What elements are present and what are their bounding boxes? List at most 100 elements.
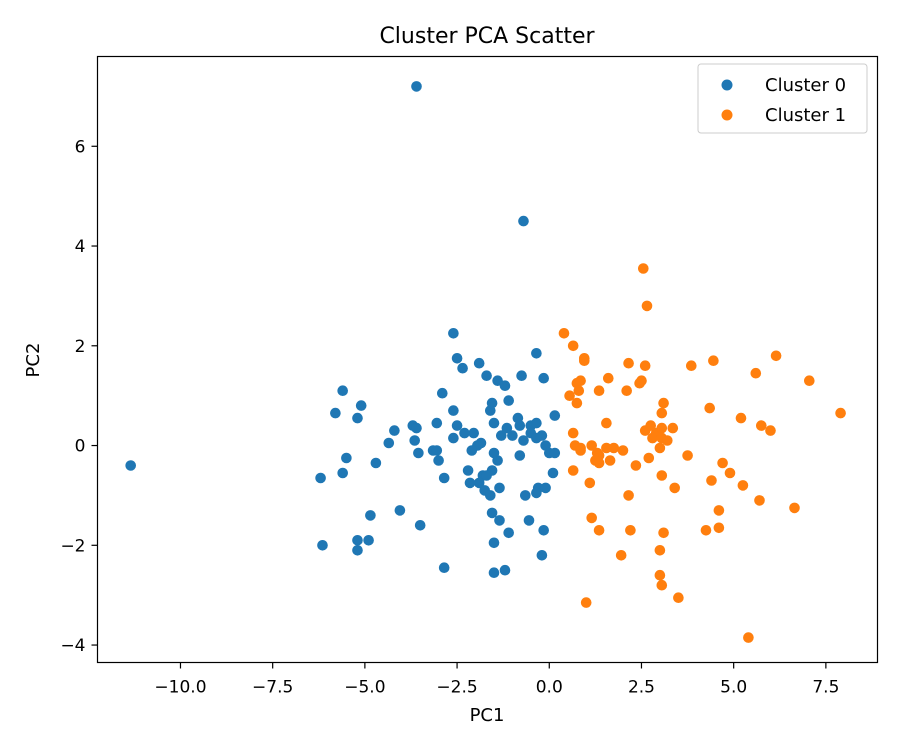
data-point-cluster-1-10	[770, 350, 782, 362]
data-point-cluster-0-79	[352, 545, 363, 556]
data-point-cluster-1-26	[645, 420, 656, 431]
data-point-cluster-1-74	[615, 550, 627, 561]
data-point-cluster-0-15	[337, 385, 349, 397]
data-point-cluster-0-92	[485, 490, 496, 501]
legend-marker-cluster-1	[721, 109, 733, 121]
data-point-cluster-0-83	[486, 507, 498, 519]
data-point-cluster-0-67	[438, 472, 450, 484]
data-point-cluster-0-65	[547, 467, 559, 479]
data-point-cluster-0-74	[370, 457, 382, 469]
data-point-cluster-0-46	[531, 432, 542, 444]
data-point-cluster-1-33	[735, 412, 747, 424]
data-point-cluster-0-55	[462, 465, 474, 476]
data-point-cluster-1-79	[580, 597, 592, 608]
data-point-cluster-1-51	[643, 452, 655, 464]
data-point-cluster-1-19	[621, 385, 632, 397]
data-point-cluster-0-78	[352, 535, 363, 546]
y-axis: −4 −2 0 2 4 6	[60, 137, 98, 656]
data-point-cluster-1-68	[700, 525, 712, 536]
data-point-cluster-1-31	[667, 422, 679, 434]
data-point-cluster-0-41	[518, 435, 529, 446]
data-point-cluster-1-48	[662, 435, 673, 446]
data-point-cluster-0-51	[514, 450, 526, 461]
data-point-cluster-1-11	[750, 367, 762, 379]
data-point-cluster-1-13	[835, 407, 846, 419]
data-point-cluster-0-10	[499, 380, 511, 392]
data-point-cluster-0-5	[451, 353, 463, 364]
data-point-cluster-1-22	[564, 390, 575, 402]
data-point-cluster-0-30	[468, 427, 480, 439]
data-point-cluster-1-32	[704, 402, 715, 414]
data-point-cluster-0-87	[523, 515, 535, 526]
plot-area-frame	[96, 55, 879, 664]
data-point-cluster-0-34	[486, 397, 498, 409]
data-point-cluster-0-1	[411, 81, 422, 92]
data-point-cluster-1-65	[789, 502, 800, 514]
x-tick-label: 2.5	[628, 678, 655, 698]
data-point-cluster-0-64	[540, 482, 551, 494]
data-point-cluster-0-77	[414, 520, 426, 531]
data-point-cluster-0-70	[431, 445, 443, 456]
data-point-cluster-0-57	[473, 477, 485, 489]
data-point-cluster-0-2	[518, 215, 529, 227]
x-tick-label: 7.5	[812, 678, 839, 698]
data-point-cluster-1-53	[593, 457, 605, 469]
x-tick-label: −5.0	[344, 678, 385, 698]
data-point-cluster-0-16	[330, 407, 341, 419]
data-point-cluster-0-43	[531, 417, 542, 429]
data-point-cluster-0-14	[437, 387, 448, 399]
data-point-cluster-0-53	[488, 447, 500, 459]
series-0-points	[125, 81, 561, 578]
legend: Cluster 0 Cluster 1	[697, 63, 868, 134]
data-point-cluster-0-37	[501, 422, 513, 434]
data-point-cluster-0-26	[448, 405, 459, 416]
data-point-cluster-0-40	[514, 420, 526, 431]
data-point-cluster-1-73	[586, 512, 597, 524]
data-point-cluster-1-24	[601, 417, 612, 429]
data-point-cluster-1-35	[765, 425, 776, 436]
data-point-cluster-1-9	[708, 355, 719, 367]
data-point-cluster-1-5	[579, 355, 590, 367]
points-layer	[125, 81, 846, 643]
data-point-cluster-0-84	[494, 515, 505, 526]
data-point-cluster-0-60	[481, 470, 492, 481]
data-point-cluster-1-62	[724, 467, 736, 479]
data-point-cluster-0-22	[383, 437, 395, 449]
data-point-cluster-1-69	[713, 522, 725, 534]
data-point-cluster-1-12	[804, 375, 815, 387]
data-point-cluster-0-8	[481, 370, 492, 382]
data-point-cluster-0-56	[464, 477, 476, 489]
data-point-cluster-1-16	[573, 385, 585, 397]
data-point-cluster-1-39	[575, 445, 586, 456]
data-point-cluster-1-55	[567, 465, 579, 476]
data-point-cluster-0-6	[457, 362, 468, 374]
data-point-cluster-1-30	[658, 397, 669, 409]
data-point-cluster-0-28	[448, 432, 459, 444]
data-point-cluster-0-89	[536, 550, 548, 561]
data-point-cluster-0-50	[549, 410, 561, 421]
data-point-cluster-1-43	[601, 442, 612, 454]
data-point-cluster-0-21	[411, 422, 422, 434]
data-point-cluster-0-82	[438, 562, 450, 573]
data-point-cluster-0-17	[352, 412, 363, 424]
x-tick-label: −2.5	[436, 678, 477, 698]
data-point-cluster-0-38	[507, 430, 518, 441]
data-point-cluster-1-56	[584, 477, 596, 489]
data-point-cluster-1-18	[603, 372, 614, 384]
data-point-cluster-1-49	[654, 442, 666, 454]
data-point-cluster-0-13	[503, 395, 514, 406]
data-point-cluster-0-93	[466, 445, 478, 456]
x-tick-label: 5.0	[720, 678, 747, 698]
data-point-cluster-0-23	[409, 435, 421, 446]
data-point-cluster-1-57	[656, 470, 668, 481]
data-point-cluster-0-85	[488, 537, 500, 549]
data-point-cluster-0-88	[538, 525, 549, 536]
data-point-cluster-1-7	[639, 360, 651, 372]
data-point-cluster-0-24	[413, 447, 424, 459]
data-point-cluster-1-60	[706, 475, 717, 486]
series-1-points	[558, 263, 846, 643]
data-point-cluster-0-75	[365, 510, 376, 521]
data-point-cluster-1-64	[754, 495, 765, 506]
data-point-cluster-1-72	[593, 525, 605, 536]
data-point-cluster-0-76	[394, 505, 406, 516]
